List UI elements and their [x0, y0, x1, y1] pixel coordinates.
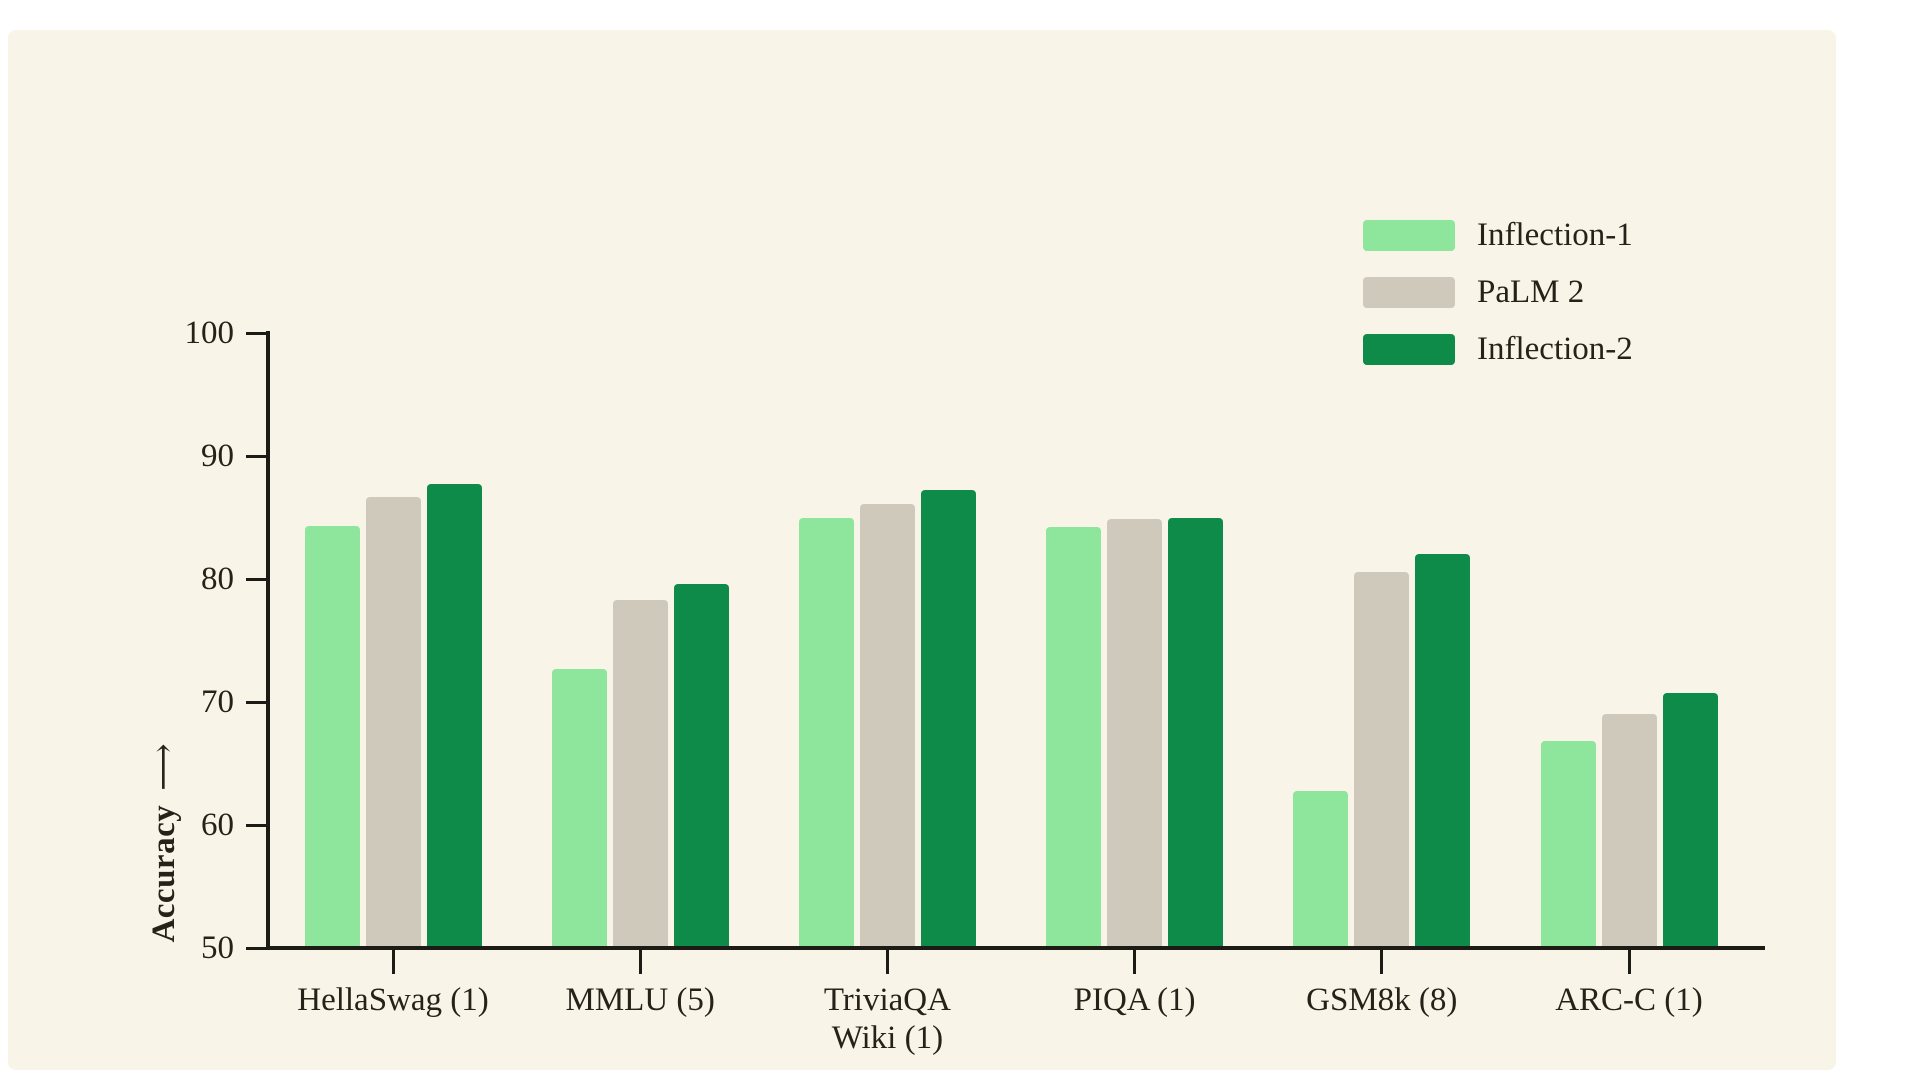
- bar-palm-2: [612, 599, 668, 948]
- legend-swatch: [1363, 277, 1455, 308]
- x-tick: [1380, 948, 1384, 974]
- bar-inflection-1: [798, 517, 854, 948]
- x-axis-label-line: Wiki (1): [831, 1019, 944, 1056]
- bar-palm-2: [1107, 518, 1163, 948]
- legend-label: Inflection-1: [1477, 217, 1633, 253]
- x-axis-label: GSM8k (8): [1222, 982, 1542, 1020]
- y-axis-line: [266, 331, 270, 950]
- bar-palm-2: [1354, 571, 1410, 948]
- x-axis-line: [266, 946, 1765, 950]
- bar-inflection-2: [920, 490, 976, 948]
- x-axis-label-line: GSM8k (8): [1306, 982, 1458, 1018]
- x-axis-label-line: HellaSwag (1): [297, 982, 489, 1018]
- bar-inflection-1: [304, 526, 360, 948]
- y-tick-label: 90: [201, 438, 234, 474]
- bar-inflection-1: [1046, 527, 1102, 948]
- x-tick: [885, 948, 889, 974]
- right-arrow-icon: ⟶: [146, 745, 182, 791]
- bar-inflection-2: [1415, 554, 1471, 948]
- y-tick: [246, 454, 268, 458]
- x-axis-label: PIQA (1): [975, 982, 1295, 1020]
- legend-item: PaLM 2: [1363, 264, 1633, 321]
- y-tick-label: 80: [201, 561, 234, 597]
- x-tick: [1133, 948, 1137, 974]
- y-tick-label: 100: [184, 315, 235, 351]
- x-axis-label-line: TriviaQA: [823, 982, 951, 1018]
- legend-item: Inflection-2: [1363, 321, 1633, 378]
- bar-inflection-2: [426, 484, 482, 948]
- x-axis-label: HellaSwag (1): [233, 982, 553, 1020]
- bar-inflection-1: [1293, 790, 1349, 948]
- bar-palm-2: [365, 496, 421, 948]
- legend-item: Inflection-1: [1363, 207, 1633, 264]
- x-tick: [1627, 948, 1631, 974]
- x-axis-label: TriviaQA Wiki (1): [727, 982, 1047, 1058]
- bar-inflection-1: [551, 668, 607, 948]
- x-axis-label-line: ARC-C (1): [1555, 982, 1703, 1018]
- bar-inflection-1: [1540, 741, 1596, 948]
- x-tick: [638, 948, 642, 974]
- bar-inflection-2: [673, 583, 729, 948]
- bar-inflection-2: [1168, 517, 1224, 948]
- legend: Inflection-1 PaLM 2 Inflection-2: [1363, 207, 1633, 378]
- y-tick-label: 70: [201, 684, 234, 720]
- bar-inflection-2: [1662, 693, 1718, 948]
- y-tick: [246, 331, 268, 335]
- legend-swatch: [1363, 220, 1455, 251]
- x-axis-label-line: MMLU (5): [565, 982, 715, 1018]
- y-tick: [246, 946, 268, 950]
- y-tick: [246, 577, 268, 581]
- x-tick: [391, 948, 395, 974]
- legend-label: Inflection-2: [1477, 331, 1633, 367]
- x-axis-label: ARC-C (1): [1469, 982, 1789, 1020]
- x-axis-label: MMLU (5): [480, 982, 800, 1020]
- bar-palm-2: [859, 503, 915, 948]
- y-tick-label: 50: [201, 930, 234, 966]
- legend-swatch: [1363, 334, 1455, 365]
- x-axis-label-line: PIQA (1): [1073, 982, 1196, 1018]
- y-tick-label: 60: [201, 807, 234, 843]
- bar-palm-2: [1601, 714, 1657, 948]
- y-tick: [246, 823, 268, 827]
- y-tick: [246, 700, 268, 704]
- legend-label: PaLM 2: [1477, 274, 1585, 310]
